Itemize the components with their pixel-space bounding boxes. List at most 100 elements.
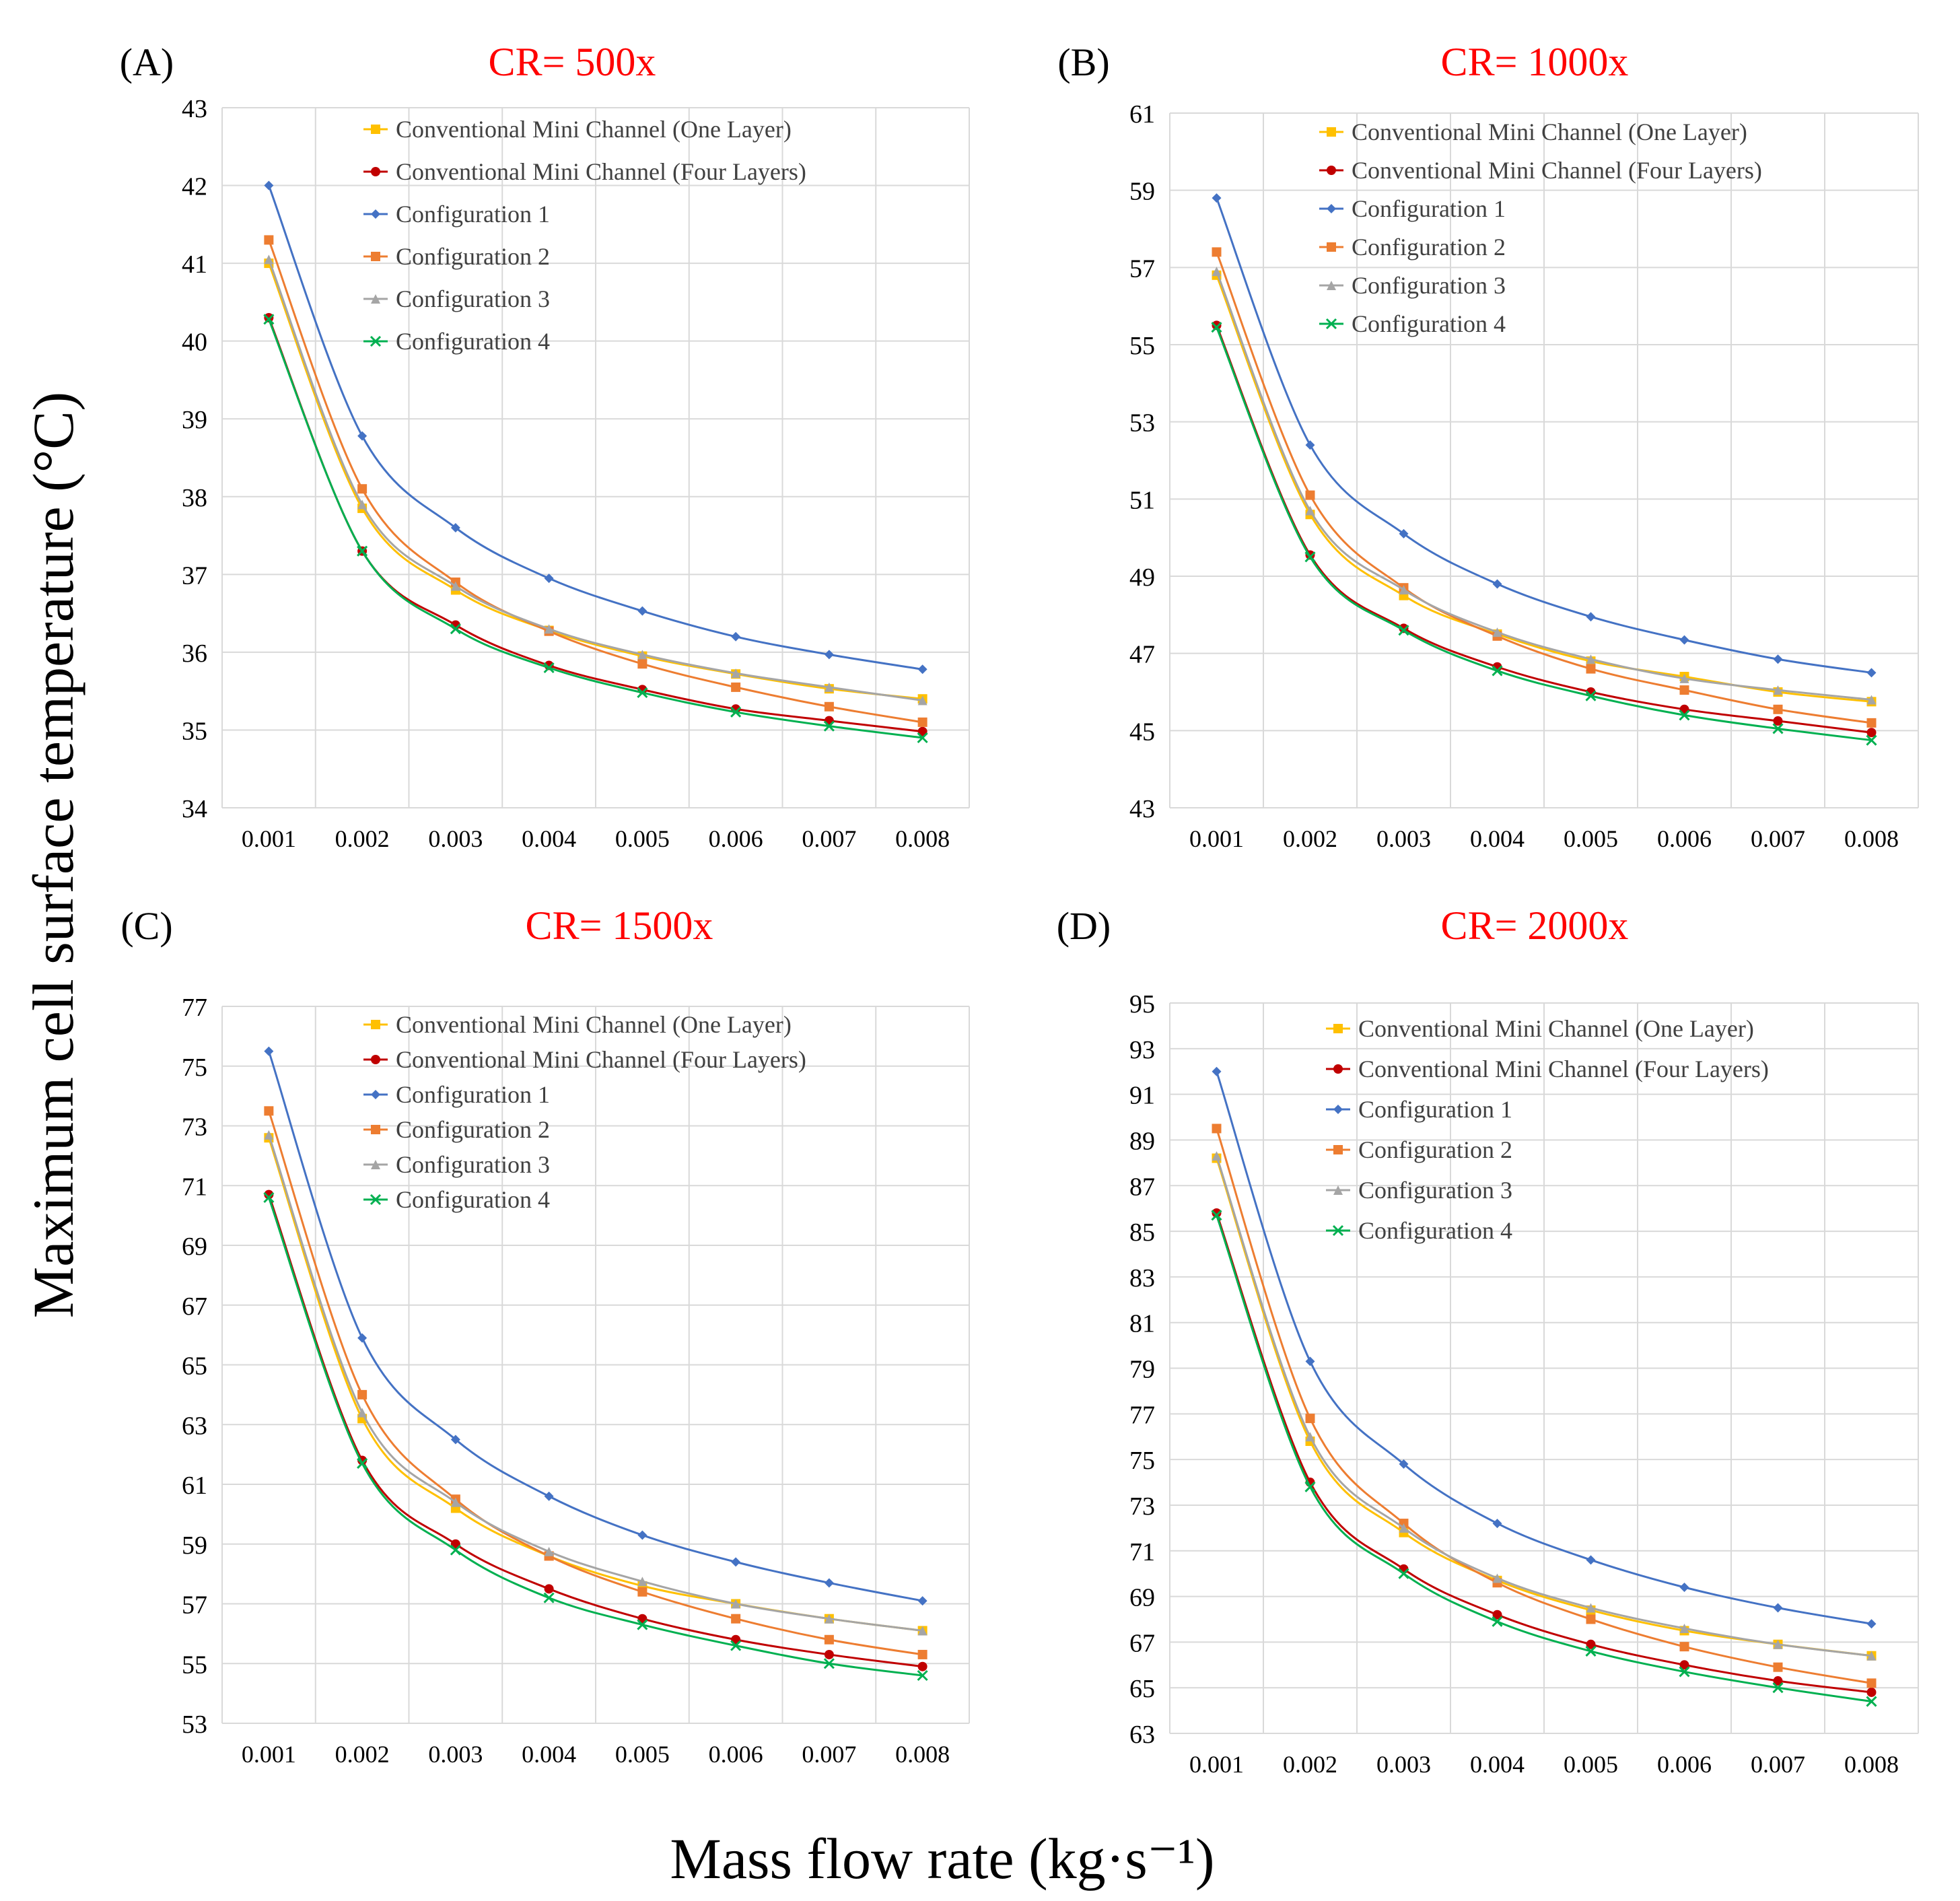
x-tick-label: 0.008 <box>1844 825 1899 852</box>
data-point <box>263 314 275 325</box>
y-tick-label: 83 <box>1129 1264 1155 1292</box>
legend-marker <box>1333 1024 1343 1033</box>
y-tick-label: 53 <box>1129 409 1155 438</box>
y-tick-label: 42 <box>182 173 207 201</box>
legend: Conventional Mini Channel (One Layer) Con… <box>1319 118 1762 337</box>
y-tick-label: 73 <box>1129 1492 1155 1521</box>
panel-title: CR= 1000x <box>1441 40 1629 84</box>
legend-entry: Conventional Mini Channel (One Layer) <box>1358 1015 1754 1042</box>
y-tick-label: 81 <box>1129 1310 1155 1338</box>
data-point <box>264 1106 274 1116</box>
data-point <box>1492 665 1503 677</box>
chart-panel: (B) CR= 1000x 43 45 47 49 51 53 55 57 59 61 0.001 0.0… <box>1057 40 1919 852</box>
series-line <box>267 258 923 702</box>
legend-entry: Conventional Mini Channel (Four Layers) <box>1358 1056 1769 1082</box>
legend-entry: Configuration 4 <box>1358 1217 1512 1244</box>
data-point <box>1586 654 1596 664</box>
data-point <box>917 664 928 675</box>
data-point <box>1305 1432 1315 1442</box>
legend-entry: Configuration 3 <box>396 285 550 312</box>
data-point <box>1304 1481 1316 1492</box>
y-tick-label: 67 <box>182 1292 207 1321</box>
data-point <box>917 1669 928 1682</box>
data-point <box>543 662 555 674</box>
x-tick-label: 0.004 <box>522 825 576 852</box>
legend-entry: Conventional Mini Channel (Four Layers) <box>396 158 806 185</box>
y-tick-label: 57 <box>182 1591 207 1620</box>
data-point <box>917 1649 928 1659</box>
x-tick-label: 0.001 <box>242 1741 296 1768</box>
legend-entry: Conventional Mini Channel (One Layer) <box>1352 118 1747 145</box>
legend-marker <box>1327 166 1336 175</box>
x-tick-label: 0.005 <box>1564 825 1618 852</box>
data-point <box>1866 1651 1877 1661</box>
y-tick-label: 59 <box>1129 178 1155 206</box>
data-point <box>264 1189 274 1200</box>
data-point <box>1492 1573 1502 1583</box>
data-point <box>637 1577 648 1587</box>
legend-marker <box>371 167 380 176</box>
y-tick-label: 71 <box>182 1173 207 1201</box>
legend-marker <box>1333 1064 1343 1074</box>
y-axis-title: Maximum cell surface temperature (°C) <box>21 392 85 1318</box>
data-point <box>1773 654 1783 664</box>
data-point <box>450 1435 460 1445</box>
data-point <box>357 545 368 557</box>
legend-marker <box>1325 318 1337 330</box>
data-point <box>1866 1696 1877 1707</box>
legend-marker <box>371 294 380 304</box>
gridlines <box>1169 1002 1919 1734</box>
data-point <box>1679 1583 1689 1592</box>
data-point <box>1212 1208 1222 1218</box>
data-point <box>1212 320 1222 331</box>
y-tick-label: 59 <box>182 1531 207 1560</box>
gridlines <box>221 1006 970 1724</box>
data-point <box>1679 635 1689 645</box>
y-tick-label: 43 <box>1129 795 1155 823</box>
data-point <box>917 726 928 736</box>
legend-entry: Configuration 1 <box>396 1081 550 1108</box>
data-point <box>1866 1678 1877 1688</box>
data-point <box>1866 1687 1877 1697</box>
data-point <box>544 1491 554 1501</box>
series <box>264 180 928 675</box>
legend-entry: Configuration 4 <box>396 328 550 355</box>
data-point <box>543 1592 555 1603</box>
legend-marker <box>1333 1185 1343 1195</box>
y-tick-label: 38 <box>182 484 207 512</box>
y-tick-label: 77 <box>1129 1401 1155 1429</box>
y-tick-label: 63 <box>182 1412 207 1440</box>
data-point <box>357 499 368 510</box>
data-point <box>450 1544 461 1556</box>
data-point <box>731 682 741 692</box>
data-point <box>1773 1603 1783 1613</box>
data-point <box>1212 1124 1222 1134</box>
data-point <box>1773 1639 1783 1649</box>
y-tick-label: 35 <box>182 717 207 745</box>
data-point <box>357 1408 368 1418</box>
y-tick-label: 65 <box>182 1352 207 1381</box>
x-tick-label: 0.007 <box>802 1741 856 1768</box>
x-tick-label: 0.008 <box>1844 1751 1899 1778</box>
data-point <box>917 1596 928 1606</box>
data-point <box>731 1557 741 1567</box>
y-tick-label: 34 <box>182 795 207 823</box>
x-tick-label: 0.008 <box>895 1741 950 1768</box>
data-point <box>1305 490 1315 500</box>
legend-marker <box>1333 1105 1343 1114</box>
legend-marker <box>1327 281 1336 290</box>
x-tick-label: 0.007 <box>802 825 856 852</box>
data-point <box>264 180 274 191</box>
y-tick-label: 91 <box>1129 1082 1155 1110</box>
legend-entry: Configuration 1 <box>1352 195 1506 222</box>
legend-marker <box>371 209 380 219</box>
data-point <box>730 706 742 718</box>
data-point <box>357 431 368 441</box>
x-tick-label: 0.006 <box>1657 1751 1712 1778</box>
gridlines <box>221 107 970 808</box>
x-tick-label: 0.007 <box>1751 825 1805 852</box>
series-line <box>1216 271 1872 701</box>
legend-entry: Conventional Mini Channel (Four Layers) <box>396 1046 806 1073</box>
panel-label: (D) <box>1057 904 1111 948</box>
data-point <box>823 720 835 732</box>
